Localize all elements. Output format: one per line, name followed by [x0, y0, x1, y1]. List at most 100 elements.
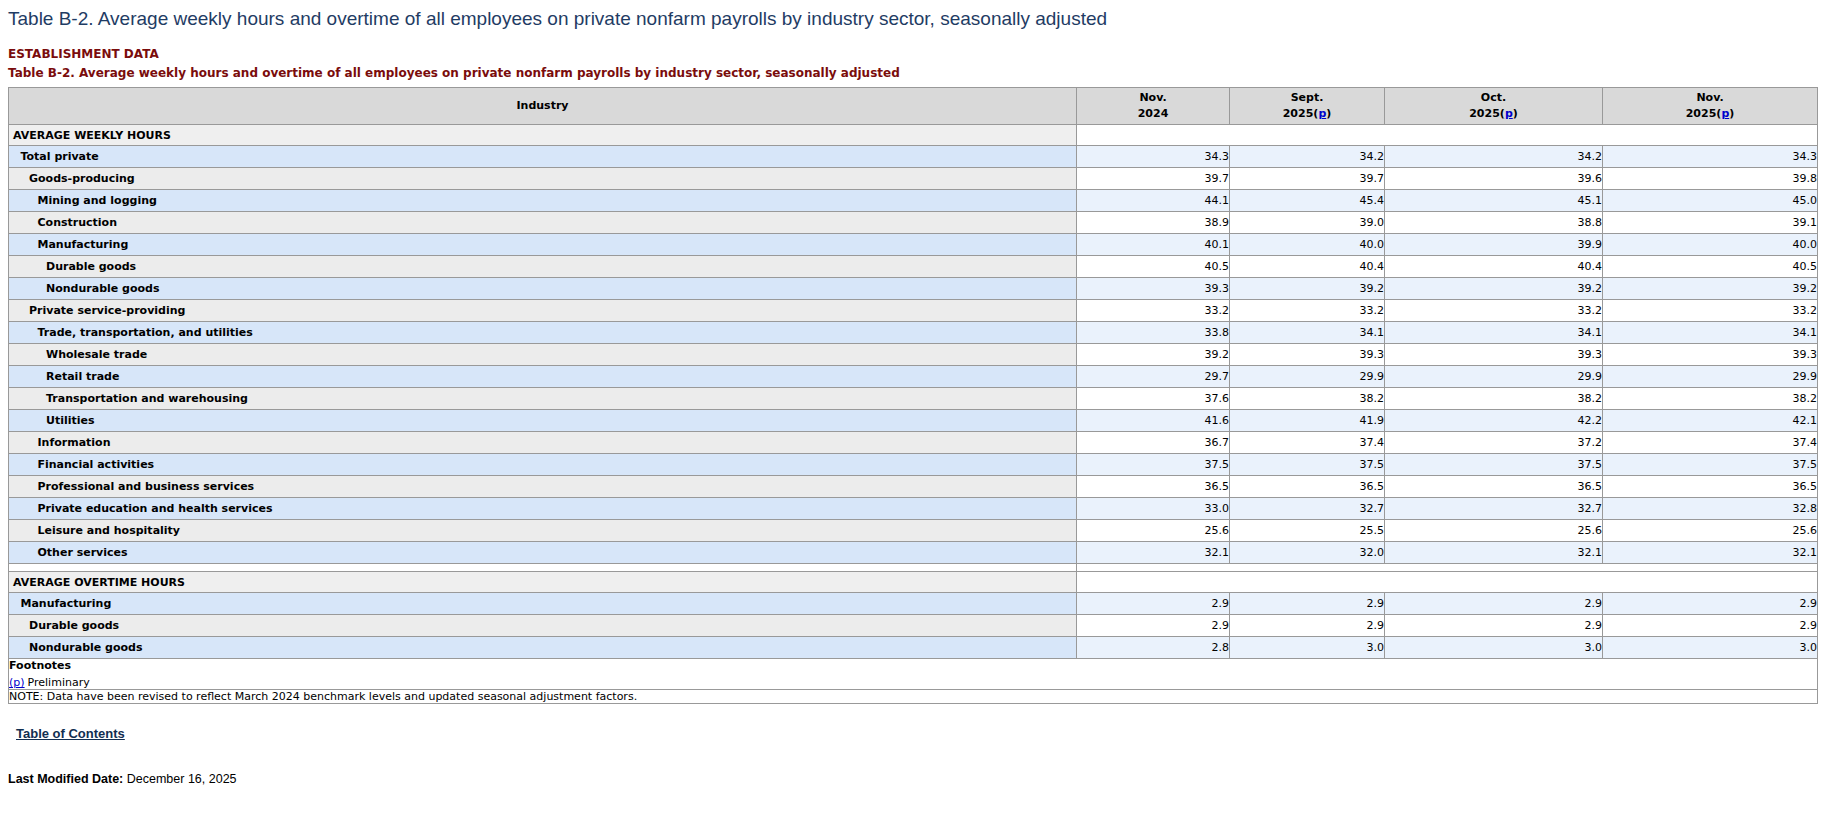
preliminary-link[interactable]: p: [1318, 107, 1326, 120]
industry-label: Mining and logging: [9, 190, 1077, 212]
value-cell: 39.9: [1385, 234, 1603, 256]
footnote-preliminary-text: Preliminary: [28, 676, 90, 689]
industry-label: Other services: [9, 542, 1077, 564]
value-cell: 37.5: [1603, 454, 1818, 476]
value-cell: 32.7: [1385, 498, 1603, 520]
column-header-1: Sept.2025(p): [1230, 88, 1385, 125]
value-cell: 38.8: [1385, 212, 1603, 234]
note-text: NOTE: Data have been revised to reflect …: [9, 690, 1818, 704]
table-row: Wholesale trade39.239.339.339.3: [9, 344, 1818, 366]
industry-label: Financial activities: [9, 454, 1077, 476]
table-of-contents-link[interactable]: Table of Contents: [16, 726, 125, 741]
industry-label: Transportation and warehousing: [9, 388, 1077, 410]
industry-label: Private education and health services: [9, 498, 1077, 520]
section-row: AVERAGE OVERTIME HOURS: [9, 572, 1818, 593]
value-cell: 37.4: [1603, 432, 1818, 454]
value-cell: 44.1: [1077, 190, 1230, 212]
table-row: Durable goods2.92.92.92.9: [9, 615, 1818, 637]
section-empty-cells: [1077, 125, 1818, 146]
table-row: Other services32.132.032.132.1: [9, 542, 1818, 564]
table-row: Nondurable goods39.339.239.239.2: [9, 278, 1818, 300]
last-modified-label: Last Modified Date:: [8, 772, 123, 786]
value-cell: 34.1: [1385, 322, 1603, 344]
footnote-preliminary-link[interactable]: (p): [9, 676, 25, 689]
value-cell: 40.0: [1603, 234, 1818, 256]
industry-label: Private service-providing: [9, 300, 1077, 322]
value-cell: 41.6: [1077, 410, 1230, 432]
value-cell: 39.7: [1077, 168, 1230, 190]
industry-label: Information: [9, 432, 1077, 454]
industry-label: Goods-producing: [9, 168, 1077, 190]
last-modified-value: December 16, 2025: [127, 772, 237, 786]
value-cell: 36.5: [1385, 476, 1603, 498]
footnote-line: (p)Preliminary: [9, 676, 1817, 689]
value-cell: 37.5: [1077, 454, 1230, 476]
value-cell: 29.9: [1603, 366, 1818, 388]
value-cell: 25.6: [1077, 520, 1230, 542]
table-title: Table B-2. Average weekly hours and over…: [8, 66, 1830, 80]
value-cell: 39.0: [1230, 212, 1385, 234]
value-cell: 39.1: [1603, 212, 1818, 234]
column-header-3: Nov.2025(p): [1603, 88, 1818, 125]
value-cell: 29.9: [1385, 366, 1603, 388]
value-cell: 33.8: [1077, 322, 1230, 344]
footnotes-row: Footnotes (p)Preliminary: [9, 659, 1818, 690]
value-cell: 40.5: [1603, 256, 1818, 278]
table-row: Total private34.334.234.234.3: [9, 146, 1818, 168]
section-header: AVERAGE OVERTIME HOURS: [9, 572, 1077, 593]
value-cell: 32.1: [1077, 542, 1230, 564]
value-cell: 38.2: [1603, 388, 1818, 410]
industry-label: Durable goods: [9, 256, 1077, 278]
value-cell: 39.7: [1230, 168, 1385, 190]
value-cell: 34.3: [1603, 146, 1818, 168]
value-cell: 37.5: [1385, 454, 1603, 476]
value-cell: 29.7: [1077, 366, 1230, 388]
value-cell: 34.1: [1603, 322, 1818, 344]
value-cell: 33.2: [1230, 300, 1385, 322]
industry-label: Professional and business services: [9, 476, 1077, 498]
spacer-row: [9, 564, 1818, 572]
spacer-cell: [1077, 564, 1818, 572]
value-cell: 42.1: [1603, 410, 1818, 432]
table-row: Mining and logging44.145.445.145.0: [9, 190, 1818, 212]
value-cell: 25.5: [1230, 520, 1385, 542]
table-row: Leisure and hospitality25.625.525.625.6: [9, 520, 1818, 542]
industry-label: Manufacturing: [9, 234, 1077, 256]
value-cell: 3.0: [1385, 637, 1603, 659]
industry-label: Durable goods: [9, 615, 1077, 637]
preliminary-link[interactable]: p: [1721, 107, 1729, 120]
preliminary-link[interactable]: p: [1505, 107, 1513, 120]
value-cell: 25.6: [1385, 520, 1603, 542]
section-header: AVERAGE WEEKLY HOURS: [9, 125, 1077, 146]
value-cell: 40.5: [1077, 256, 1230, 278]
value-cell: 36.7: [1077, 432, 1230, 454]
industry-label: Trade, transportation, and utilities: [9, 322, 1077, 344]
value-cell: 39.3: [1385, 344, 1603, 366]
value-cell: 42.2: [1385, 410, 1603, 432]
value-cell: 2.8: [1077, 637, 1230, 659]
page-title: Table B-2. Average weekly hours and over…: [8, 8, 1830, 30]
table-row: Nondurable goods2.83.03.03.0: [9, 637, 1818, 659]
value-cell: 34.2: [1385, 146, 1603, 168]
industry-column-header: Industry: [9, 88, 1077, 125]
note-row: NOTE: Data have been revised to reflect …: [9, 690, 1818, 704]
value-cell: 39.6: [1385, 168, 1603, 190]
table-row: Manufacturing40.140.039.940.0: [9, 234, 1818, 256]
table-row: Utilities41.641.942.242.1: [9, 410, 1818, 432]
value-cell: 40.0: [1230, 234, 1385, 256]
value-cell: 39.3: [1077, 278, 1230, 300]
value-cell: 32.8: [1603, 498, 1818, 520]
table-row: Professional and business services36.536…: [9, 476, 1818, 498]
value-cell: 45.0: [1603, 190, 1818, 212]
value-cell: 3.0: [1603, 637, 1818, 659]
value-cell: 38.2: [1385, 388, 1603, 410]
value-cell: 32.1: [1603, 542, 1818, 564]
value-cell: 45.1: [1385, 190, 1603, 212]
value-cell: 33.2: [1385, 300, 1603, 322]
value-cell: 39.8: [1603, 168, 1818, 190]
value-cell: 40.4: [1385, 256, 1603, 278]
value-cell: 40.4: [1230, 256, 1385, 278]
last-modified-line: Last Modified Date: December 16, 2025: [8, 772, 1830, 786]
value-cell: 33.2: [1077, 300, 1230, 322]
industry-label: Utilities: [9, 410, 1077, 432]
